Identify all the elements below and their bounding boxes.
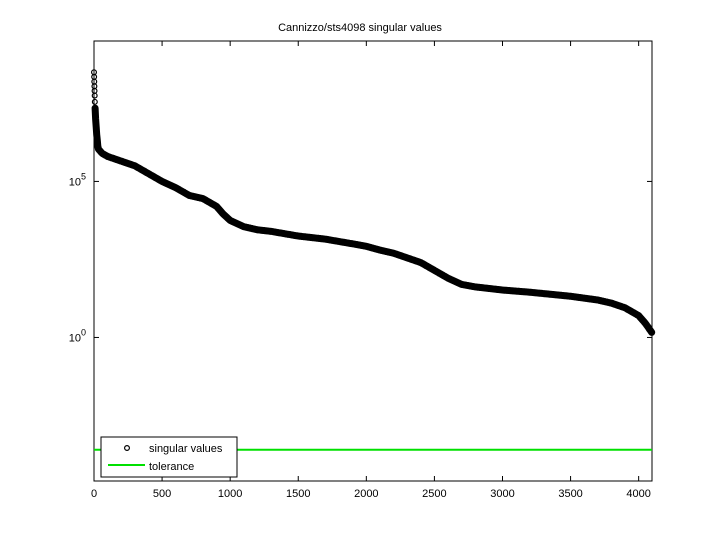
y-tick-label: 100	[69, 327, 86, 344]
legend-label-singular-values: singular values	[149, 443, 223, 455]
data-point	[91, 92, 98, 99]
singular-values-series	[90, 69, 656, 336]
data-points-band	[91, 104, 656, 336]
x-tick-label: 1500	[286, 488, 310, 500]
data-point	[91, 87, 98, 94]
y-tick-label: 105	[69, 171, 86, 188]
x-tick-label: 3000	[490, 488, 514, 500]
x-tick-label: 3500	[558, 488, 582, 500]
x-tick-label: 2500	[422, 488, 446, 500]
x-tick-label: 2000	[354, 488, 378, 500]
x-tick-label: 1000	[218, 488, 242, 500]
chart-title: Cannizzo/sts4098 singular values	[278, 22, 442, 34]
x-tick-label: 4000	[626, 488, 650, 500]
legend-box	[100, 436, 238, 478]
x-tick-label: 0	[91, 488, 97, 500]
x-tick-label: 500	[153, 488, 171, 500]
axes-frame	[93, 40, 653, 482]
legend-label-tolerance: tolerance	[149, 461, 194, 473]
legend-marker-circle-icon	[123, 445, 130, 452]
data-point	[91, 98, 98, 105]
